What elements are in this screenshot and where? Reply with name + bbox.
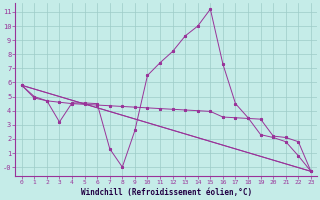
X-axis label: Windchill (Refroidissement éolien,°C): Windchill (Refroidissement éolien,°C) <box>81 188 252 197</box>
